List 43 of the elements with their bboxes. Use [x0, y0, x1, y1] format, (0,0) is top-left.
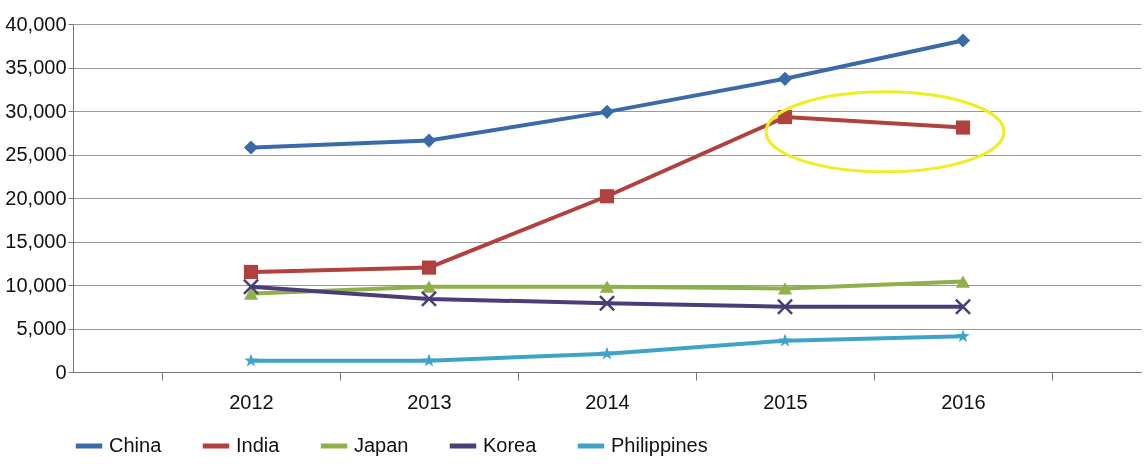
point	[243, 264, 259, 280]
point	[599, 189, 615, 204]
point	[955, 33, 971, 48]
x-tick-label: 2016	[941, 390, 986, 413]
legend-label: Japan	[354, 434, 409, 456]
legend-label: China	[109, 434, 163, 456]
point	[599, 280, 615, 293]
point	[955, 275, 971, 288]
x-tick-label: 2015	[763, 390, 808, 413]
point	[244, 353, 258, 367]
y-tick-label: 40,000	[5, 12, 67, 35]
x-tick-label: 2012	[229, 390, 274, 413]
point	[778, 333, 792, 347]
y-tick-label: 35,000	[5, 56, 67, 78]
legend-label: Korea	[483, 434, 538, 456]
point	[955, 120, 971, 135]
point	[243, 287, 259, 300]
y-tick-label: 20,000	[5, 186, 67, 209]
legend-label: Philippines	[611, 434, 708, 456]
y-tick-label: 30,000	[5, 99, 67, 122]
point	[420, 290, 438, 308]
point	[421, 260, 437, 275]
x-tick-label: 2013	[407, 390, 452, 413]
point	[599, 104, 615, 119]
y-tick-label: 5,000	[16, 317, 67, 339]
point	[421, 133, 437, 148]
legend-label: India	[236, 434, 281, 456]
y-tick-label: 15,000	[5, 230, 67, 252]
point	[242, 278, 260, 296]
x-tick-label: 2014	[585, 390, 630, 413]
point	[777, 282, 793, 295]
point	[777, 71, 793, 86]
point	[956, 329, 970, 343]
y-tick-label: 0	[55, 360, 67, 383]
point	[600, 346, 614, 360]
y-tick-label: 25,000	[5, 143, 67, 165]
point	[422, 353, 436, 367]
point	[598, 294, 616, 312]
point	[243, 140, 259, 155]
point	[954, 298, 972, 316]
y-tick-label: 10,000	[5, 273, 67, 296]
point	[421, 280, 437, 293]
point	[776, 298, 794, 316]
